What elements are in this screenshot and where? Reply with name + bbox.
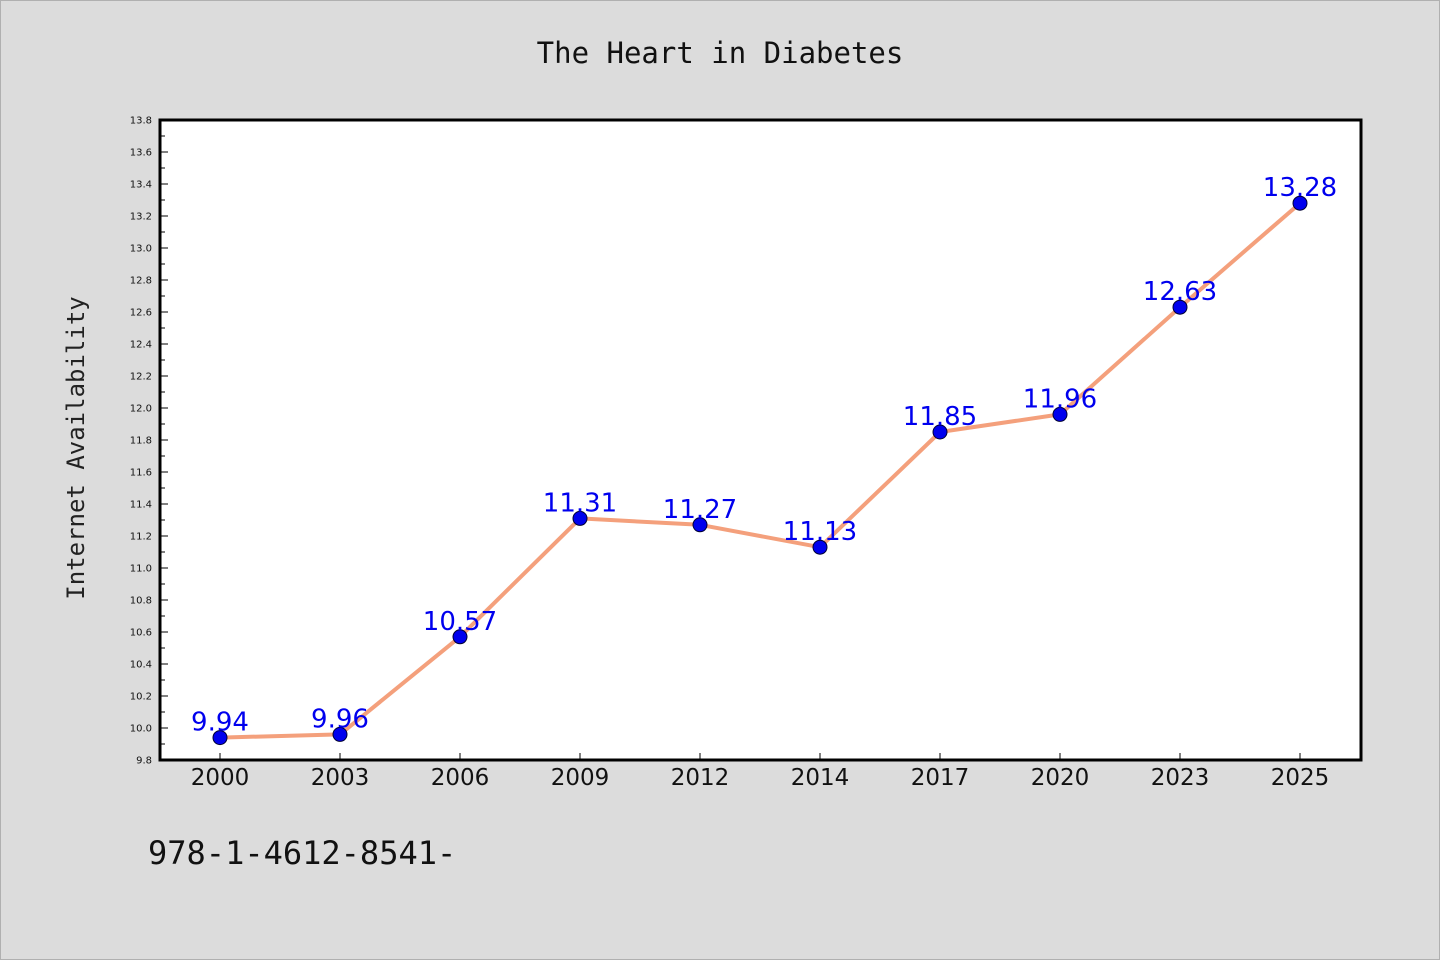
data-label: 12.63 bbox=[1143, 277, 1217, 307]
y-tick-label: 13.8 bbox=[130, 116, 152, 127]
y-tick-label: 10.2 bbox=[130, 692, 152, 703]
data-point bbox=[572, 510, 588, 526]
y-tick-label: 10.0 bbox=[130, 724, 152, 735]
y-tick-label: 12.0 bbox=[130, 404, 152, 415]
data-label: 11.31 bbox=[543, 488, 617, 518]
y-tick-label: 11.0 bbox=[130, 564, 152, 575]
y-tick-label: 12.8 bbox=[130, 276, 152, 287]
y-tick-label: 10.4 bbox=[130, 660, 152, 671]
data-point bbox=[1172, 299, 1188, 315]
x-tick-label: 2014 bbox=[791, 765, 850, 791]
x-tick-label: 2000 bbox=[191, 765, 250, 791]
series-line bbox=[218, 201, 1302, 740]
y-tick-label: 13.2 bbox=[130, 212, 152, 223]
y-tick-label: 13.0 bbox=[130, 244, 152, 255]
y-tick-label: 9.8 bbox=[136, 756, 152, 767]
y-axis-ticks: 9.8 10.0 10.2 10.4 10.6 10.8 11.0 11.2 11.4 11.6 1… bbox=[130, 116, 168, 767]
chart-title: The Heart in Diabetes bbox=[537, 36, 904, 70]
y-tick-label: 13.6 bbox=[130, 148, 152, 159]
data-labels: 9.94 9.96 10.57 11.31 11.27 11.13 11.85 11.96 12… bbox=[191, 173, 1337, 737]
data-point bbox=[332, 726, 348, 742]
y-tick-label: 11.4 bbox=[130, 500, 152, 511]
plot-area bbox=[158, 118, 1363, 762]
x-tick-label: 2023 bbox=[1151, 765, 1210, 791]
x-tick-label: 2017 bbox=[911, 765, 970, 791]
data-label: 13.28 bbox=[1263, 173, 1337, 203]
data-label: 10.57 bbox=[423, 607, 497, 637]
data-point bbox=[932, 424, 948, 440]
data-label: 11.96 bbox=[1023, 384, 1097, 414]
x-tick-label: 2003 bbox=[311, 765, 370, 791]
data-point bbox=[212, 730, 228, 746]
series-layer bbox=[212, 195, 1308, 746]
x-axis-ticks: 2000 2003 2006 2009 2012 2014 2017 2020 2023 2025 bbox=[191, 753, 1330, 791]
x-tick-label: 2006 bbox=[431, 765, 490, 791]
data-point bbox=[1052, 406, 1068, 422]
y-tick-label: 10.6 bbox=[130, 628, 152, 639]
y-tick-label: 12.2 bbox=[130, 372, 152, 383]
y-tick-label: 11.2 bbox=[130, 532, 152, 543]
y-axis-label: Internet Availability bbox=[62, 296, 90, 599]
data-label: 11.85 bbox=[903, 402, 977, 432]
x-tick-label: 2009 bbox=[551, 765, 610, 791]
x-tick-label: 2025 bbox=[1271, 765, 1330, 791]
data-point bbox=[812, 539, 828, 555]
y-tick-label: 12.6 bbox=[130, 308, 152, 319]
y-tick-label: 12.4 bbox=[130, 340, 152, 351]
footer-isbn: 978-1-4612-8541- bbox=[148, 834, 456, 872]
data-point bbox=[692, 517, 708, 533]
y-tick-label: 11.6 bbox=[130, 468, 152, 479]
data-point bbox=[452, 629, 468, 645]
y-tick-label: 13.4 bbox=[130, 180, 152, 191]
y-tick-label: 11.8 bbox=[130, 436, 152, 447]
x-tick-label: 2012 bbox=[671, 765, 730, 791]
data-label: 9.94 bbox=[191, 708, 249, 738]
data-label: 11.27 bbox=[663, 495, 737, 525]
data-point bbox=[1292, 195, 1308, 211]
data-label: 9.96 bbox=[311, 704, 369, 734]
x-tick-label: 2020 bbox=[1031, 765, 1090, 791]
y-tick-label: 10.8 bbox=[130, 596, 152, 607]
data-label: 11.13 bbox=[783, 517, 857, 547]
